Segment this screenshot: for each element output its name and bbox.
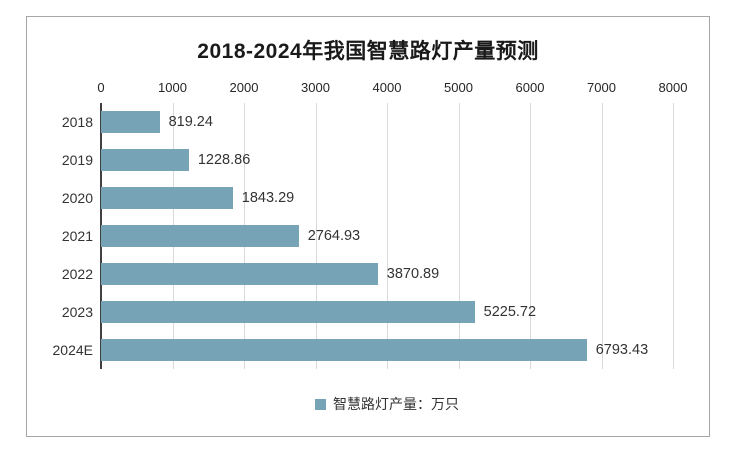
x-tick-label: 1000 [158, 80, 187, 95]
value-label: 2764.93 [307, 228, 361, 244]
gridline [530, 103, 531, 369]
bar [101, 187, 233, 209]
legend-label: 智慧路灯产量：万只 [333, 396, 459, 412]
category-label: 2020 [61, 190, 93, 206]
value-label: 3870.89 [386, 266, 440, 282]
gridline [458, 103, 460, 369]
x-tick-label: 5000 [444, 80, 473, 95]
value-label: 6793.43 [595, 342, 649, 358]
category-label: 2023 [61, 304, 93, 320]
bar [101, 149, 189, 171]
x-tick-label: 0 [97, 80, 105, 95]
category-label: 2021 [61, 228, 93, 244]
gridline [315, 103, 317, 369]
category-label: 2022 [61, 266, 93, 282]
legend: 智慧路灯产量：万只 [101, 393, 673, 415]
chart-frame: 2018-2024年我国智慧路灯产量预测 0 1000 2000 3000 4000 50… [26, 16, 710, 437]
legend-marker-icon [315, 398, 326, 410]
x-tick-label: 2000 [229, 80, 259, 95]
bar [101, 263, 378, 285]
category-label: 2019 [61, 152, 93, 168]
x-tick-label: 4000 [372, 80, 402, 95]
value-label: 1843.29 [241, 190, 295, 206]
gridline [673, 103, 674, 369]
bar [101, 301, 475, 323]
chart-title: 2018-2024年我国智慧路灯产量预测 [197, 40, 539, 63]
x-tick-label: 8000 [658, 80, 688, 95]
plot-area: 819.24 1228.86 1843.29 2764.93 3870.89 5225.7… [100, 103, 674, 369]
value-label: 1228.86 [197, 152, 251, 168]
x-axis: 0 1000 2000 3000 4000 5000 6000 7000 8000 [97, 80, 687, 96]
gridline [387, 103, 388, 369]
category-label: 2018 [61, 114, 93, 130]
category-labels: 2018 2019 2020 2021 2022 2023 2024E [27, 103, 97, 369]
value-label: 5225.72 [483, 304, 537, 320]
bar [101, 225, 299, 247]
bar [101, 111, 160, 133]
bar [101, 339, 587, 361]
x-tick-label: 6000 [515, 80, 545, 95]
category-label: 2024E [52, 342, 93, 358]
x-tick-label: 3000 [301, 80, 330, 95]
x-tick-label: 7000 [587, 80, 616, 95]
value-label: 819.24 [168, 114, 213, 130]
gridline [601, 103, 603, 369]
